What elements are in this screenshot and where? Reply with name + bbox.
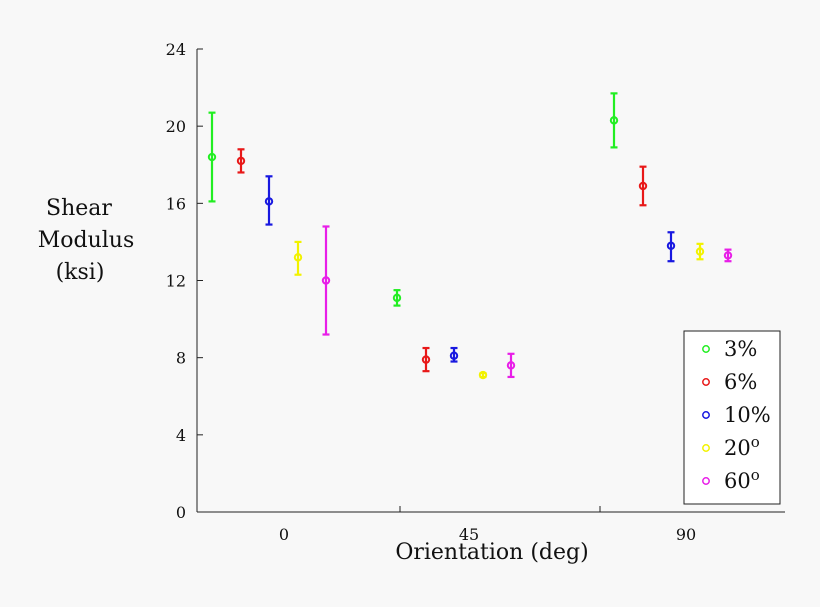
marker	[421, 355, 431, 364]
marker	[478, 370, 488, 380]
legend-item: 6%	[702, 370, 757, 394]
legend-marker	[702, 345, 710, 353]
y-tick-label: 20	[166, 117, 186, 136]
data-point	[666, 231, 676, 263]
y-axis-label-line-1: Shear	[46, 196, 112, 221]
marker	[392, 293, 402, 303]
data-point	[293, 240, 303, 276]
legend-item: 10%	[702, 403, 771, 427]
x-tick-label: 90	[676, 525, 696, 544]
data-point	[695, 242, 705, 261]
marker	[666, 241, 676, 250]
marker	[293, 253, 303, 262]
data-point	[506, 352, 516, 379]
legend-marker	[702, 444, 710, 452]
y-axis-label: Shear Modulus (ksi)	[38, 196, 135, 285]
x-axis-label: Orientation (deg)	[395, 540, 588, 565]
legend-box	[683, 330, 781, 505]
legend-label-superscript: o	[751, 466, 760, 484]
y-axis-label-line-2: Modulus	[38, 228, 135, 253]
data-point	[478, 370, 488, 380]
marker	[449, 351, 459, 360]
y-tick-label: 4	[176, 426, 186, 445]
data-point	[638, 165, 648, 207]
y-tick-label: 12	[166, 272, 186, 291]
legend-marker	[702, 411, 710, 419]
data-point	[207, 111, 217, 203]
marker	[695, 247, 705, 256]
legend-marker	[702, 378, 710, 386]
data-point	[321, 225, 331, 336]
marker	[723, 251, 733, 260]
x-tick-label: 0	[279, 525, 289, 544]
marker	[264, 197, 274, 206]
marker	[321, 276, 331, 285]
legend-label: 10%	[724, 403, 771, 427]
legend-label-superscript: o	[751, 433, 760, 451]
data-point	[264, 175, 274, 226]
marker	[207, 152, 217, 162]
data-point	[449, 346, 459, 363]
x-tick-label: 45	[459, 525, 479, 544]
marker	[506, 361, 516, 370]
legend-label: 3%	[724, 337, 757, 361]
y-axis-label-line-3: (ksi)	[56, 260, 105, 285]
data-point	[392, 289, 402, 307]
marker	[609, 116, 619, 125]
marker	[236, 156, 246, 166]
legend-item: 3%	[702, 337, 757, 361]
legend-label: 6%	[724, 370, 757, 394]
y-tick-label: 8	[176, 349, 186, 368]
data-point	[723, 248, 733, 263]
data-point	[421, 346, 431, 373]
y-tick-label: 0	[176, 503, 186, 522]
data-point	[236, 148, 246, 174]
legend-marker	[702, 477, 710, 485]
y-tick-label: 16	[166, 194, 186, 213]
marker	[638, 181, 648, 191]
data-point	[609, 92, 619, 149]
plot-area: 0 4 8 12 16 20 24 0 45 90	[166, 40, 785, 544]
y-tick-label: 24	[166, 40, 186, 59]
